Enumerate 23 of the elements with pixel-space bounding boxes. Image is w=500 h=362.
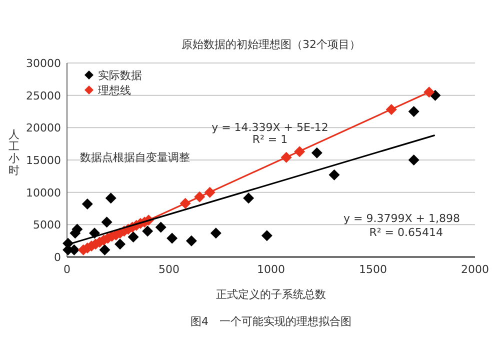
annotation: R² = 1	[252, 133, 288, 146]
y-tick-label: 0	[54, 251, 61, 264]
y-tick-label: 10000	[26, 186, 61, 200]
legend-label: 实际数据	[98, 69, 142, 82]
x-tick-label: 0	[64, 263, 70, 276]
y-tick-label: 20000	[26, 122, 61, 135]
chart-title: 原始数据的初始理想图（32个项目）	[182, 38, 360, 51]
annotation: 数据点根据自变量调整	[80, 151, 190, 164]
y-tick-label: 30000	[26, 57, 61, 70]
x-tick-label: 1500	[359, 263, 387, 276]
y-tick-label: 25000	[26, 89, 61, 102]
annotation: R² = 0.65414	[369, 226, 443, 239]
annotation: y = 14.339X + 5E-12	[212, 121, 328, 134]
x-tick-label: 2000	[461, 263, 489, 276]
x-tick-label: 1000	[257, 263, 285, 276]
y-axis-title: 人工小时	[8, 128, 20, 177]
y-tick-label: 5000	[33, 218, 61, 232]
x-tick-label: 500	[158, 263, 180, 276]
caption: 图4 一个可能实现的理想拟合图	[190, 315, 352, 328]
x-axis-title: 正式定义的子系统总数	[216, 288, 326, 301]
legend-label: 理想线	[98, 84, 131, 97]
y-tick-label: 15000	[26, 154, 61, 167]
annotation: y = 9.3799X + 1,898	[344, 212, 460, 225]
